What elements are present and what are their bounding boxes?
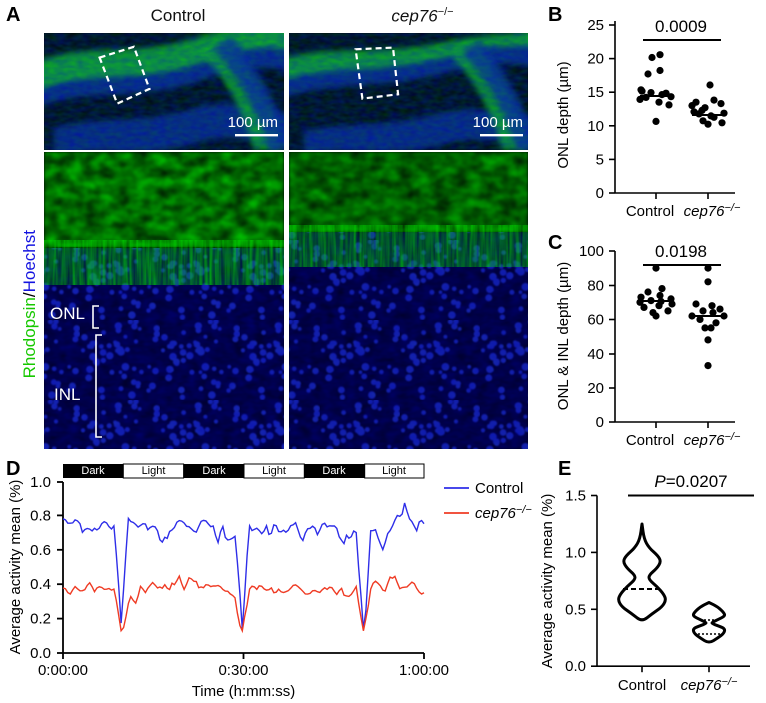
svg-text:P=0.0207: P=0.0207: [654, 472, 727, 491]
svg-text:Control: Control: [618, 677, 666, 694]
svg-text:cep76−/−: cep76−/−: [681, 676, 738, 694]
svg-text:1.5: 1.5: [565, 488, 586, 505]
svg-text:0.0: 0.0: [565, 658, 586, 675]
svg-text:1.0: 1.0: [565, 544, 586, 561]
svg-text:Average activity mean (%): Average activity mean (%): [539, 494, 556, 669]
svg-text:0.5: 0.5: [565, 601, 586, 618]
